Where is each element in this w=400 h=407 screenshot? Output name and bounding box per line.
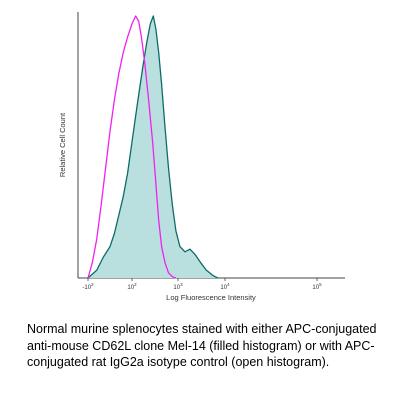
x-tick-label-4: 105 bbox=[312, 282, 322, 291]
series-layer bbox=[87, 15, 219, 279]
x-tick-label-2: 103 bbox=[173, 282, 183, 291]
x-tick-label-1: 102 bbox=[127, 282, 137, 291]
figure-caption: Normal murine splenocytes stained with e… bbox=[27, 322, 377, 369]
x-axis-title: Log Fluorescence Intensity bbox=[166, 293, 256, 302]
x-tick-label-0: -102 bbox=[82, 282, 94, 291]
series-0-line bbox=[87, 15, 219, 279]
x-tick-layer: -102 102 103 104 105 bbox=[82, 278, 322, 291]
series-1-line bbox=[87, 15, 177, 279]
x-tick-label-3: 104 bbox=[220, 282, 230, 291]
y-axis-title: Relative Cell Count bbox=[58, 112, 67, 177]
histogram-chart: -102 102 103 104 105 Log Fluorescence Intens… bbox=[58, 12, 345, 302]
